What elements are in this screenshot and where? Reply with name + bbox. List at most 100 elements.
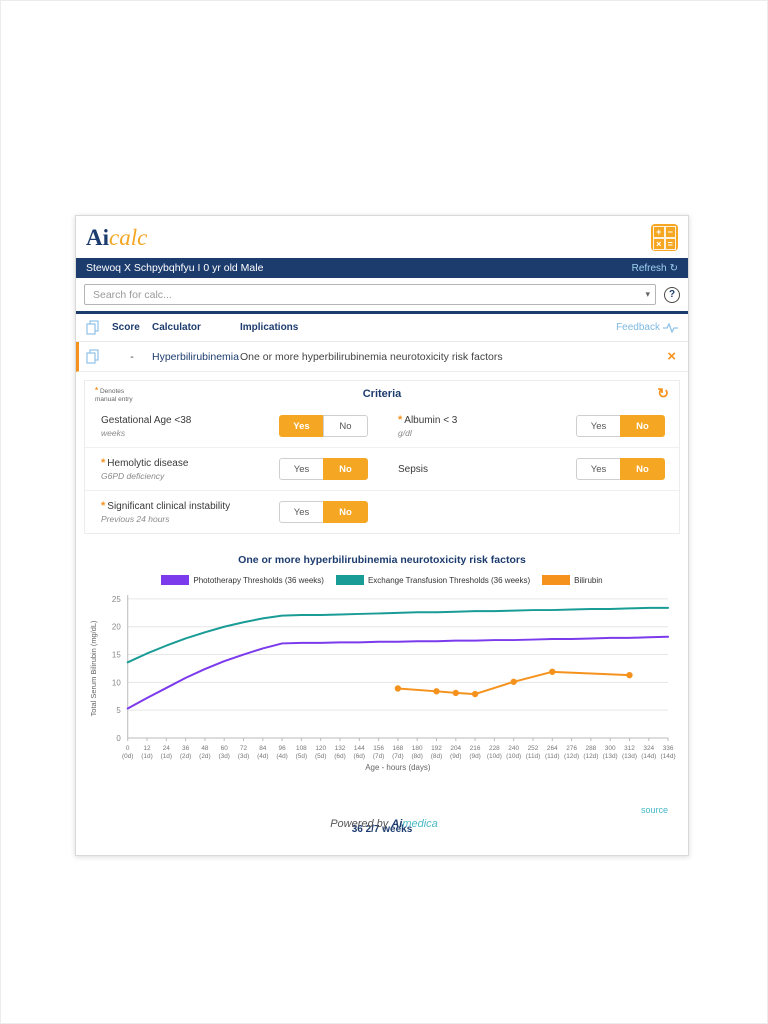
svg-text:(7d): (7d) [373, 753, 384, 760]
feedback-link[interactable]: Feedback [616, 322, 678, 333]
criterion-label-text: Sepsis [398, 463, 429, 475]
svg-text:0: 0 [126, 745, 130, 752]
svg-text:(3d): (3d) [238, 753, 249, 760]
calc-icon-equals: = [664, 237, 676, 250]
no-button[interactable]: No [620, 458, 665, 480]
svg-text:20: 20 [112, 623, 121, 632]
table-row[interactable]: - Hyperbilirubinemia One or more hyperbi… [76, 342, 688, 372]
criteria-panel: * Denotes manual entry Criteria ↻ *Gesta… [84, 380, 680, 534]
svg-text:Age - hours (days): Age - hours (days) [365, 763, 431, 772]
svg-text:(4d): (4d) [276, 753, 287, 760]
criterion-label: * Albumin < 3 [398, 414, 457, 426]
close-icon[interactable]: × [667, 348, 676, 365]
yes-button[interactable]: Yes [279, 458, 324, 480]
criterion-sublabel: Previous 24 hours [101, 514, 170, 524]
criteria-header: * Denotes manual entry Criteria ↻ [85, 381, 679, 405]
criterion-sepsis: *Sepsis Yes No [382, 448, 679, 490]
svg-text:(14d): (14d) [641, 753, 656, 760]
manual-entry-asterisk: * [398, 414, 403, 426]
svg-text:24: 24 [163, 745, 171, 752]
svg-text:(7d): (7d) [392, 753, 403, 760]
no-button[interactable]: No [323, 458, 368, 480]
criterion-label: *Sepsis [398, 464, 428, 475]
yes-no-toggle: Yes No [576, 458, 665, 480]
patient-info: Stewoq X Schpybqhfyu I 0 yr old Male [86, 262, 264, 274]
source-link[interactable]: source [640, 804, 668, 815]
search-row: ▾ ? [76, 278, 688, 311]
svg-text:240: 240 [508, 745, 519, 752]
svg-text:(2d): (2d) [180, 753, 191, 760]
help-icon[interactable]: ? [664, 286, 680, 303]
yes-no-toggle: Yes No [279, 458, 368, 480]
row-implications: One or more hyperbilirubinemia neurotoxi… [240, 350, 503, 363]
powered-by-text: Powered by [330, 818, 392, 830]
logo-ai-text: Ai [86, 224, 109, 250]
criterion-label-text: Significant clinical instability [107, 501, 231, 512]
svg-text:156: 156 [373, 745, 384, 752]
svg-text:(11d): (11d) [526, 753, 541, 760]
pulse-icon [663, 322, 678, 333]
svg-text:312: 312 [624, 745, 635, 752]
svg-text:Total Serum Bilirubin (mg/dL): Total Serum Bilirubin (mg/dL) [89, 620, 98, 716]
patient-bar: Stewoq X Schpybqhfyu I 0 yr old Male Ref… [76, 258, 688, 278]
yes-button[interactable]: Yes [576, 458, 621, 480]
criterion-label-text: Hemolytic disease [107, 458, 189, 469]
search-input[interactable] [84, 284, 656, 305]
divider [76, 311, 688, 314]
criterion-albumin: * Albumin < 3 g/dl Yes No [382, 405, 679, 447]
gestation-label: 36 2/7 weeks [351, 823, 413, 835]
legend-swatch [335, 575, 364, 585]
legend-label: Phototherapy Thresholds (36 weeks) [193, 575, 324, 585]
yes-button[interactable]: Yes [279, 415, 324, 437]
svg-text:10: 10 [112, 678, 121, 687]
search-wrap: ▾ [84, 284, 656, 305]
svg-text:(8d): (8d) [431, 753, 442, 760]
svg-text:276: 276 [566, 745, 577, 752]
app-header: Aicalc + − × = [76, 216, 688, 258]
criteria-title: Criteria [362, 388, 402, 400]
svg-text:(12d): (12d) [564, 753, 579, 760]
criterion-text: * Significant clinical instability Previo… [101, 500, 230, 524]
svg-text:336: 336 [663, 745, 674, 752]
svg-text:(3d): (3d) [218, 753, 229, 760]
legend-item: Bilirubin [542, 575, 603, 585]
yes-button[interactable]: Yes [576, 415, 621, 437]
svg-text:216: 216 [470, 745, 481, 752]
svg-text:0: 0 [116, 734, 121, 743]
svg-text:(6d): (6d) [334, 753, 345, 760]
refresh-icon: ↻ [669, 262, 678, 274]
svg-text:120: 120 [315, 745, 326, 752]
yes-button[interactable]: Yes [279, 501, 324, 523]
chevron-down-icon[interactable]: ▾ [645, 289, 650, 299]
refresh-label: Refresh [631, 262, 667, 274]
svg-text:(11d): (11d) [545, 753, 560, 760]
svg-text:288: 288 [586, 745, 597, 752]
criterion-label: *Gestational Age <38 [101, 415, 191, 426]
feedback-label: Feedback [616, 322, 660, 333]
yes-no-toggle: Yes No [576, 415, 665, 437]
svg-text:300: 300 [605, 745, 616, 752]
calculator-icon[interactable]: + − × = [651, 223, 678, 251]
manual-entry-note: * Denotes manual entry [95, 386, 133, 404]
powered-by-footer: Powered by Aimedica [0, 818, 768, 830]
source-row: source [84, 800, 680, 818]
copy-icon[interactable] [86, 349, 112, 364]
copy-icon[interactable] [86, 320, 112, 335]
svg-text:(13d): (13d) [603, 753, 618, 760]
no-button[interactable]: No [323, 501, 368, 523]
legend-swatch [161, 575, 190, 585]
criterion-label-text: Albumin < 3 [404, 415, 458, 426]
yes-no-toggle: Yes No [279, 415, 368, 437]
no-button[interactable]: No [323, 415, 368, 437]
svg-text:(9d): (9d) [450, 753, 461, 760]
svg-text:(0d): (0d) [122, 753, 133, 760]
refresh-button[interactable]: Refresh ↻ [632, 263, 678, 274]
manual-entry-asterisk: * [95, 386, 99, 395]
criteria-refresh-icon[interactable]: ↻ [657, 385, 669, 401]
no-button[interactable]: No [620, 415, 665, 437]
svg-text:60: 60 [221, 745, 229, 752]
logo-calc-text: calc [109, 224, 148, 250]
brand-ai: Ai [391, 818, 403, 830]
svg-text:(12d): (12d) [583, 753, 598, 760]
